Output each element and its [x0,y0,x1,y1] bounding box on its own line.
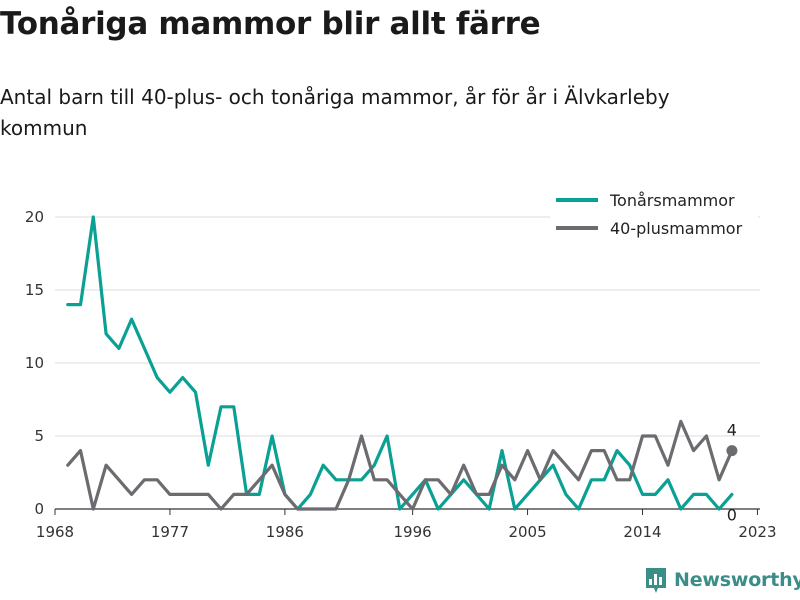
end-value-label: 0 [727,505,737,524]
end-point-marker [726,445,738,457]
brand-name: Newsworthy [674,569,800,591]
chart-subtitle: Antal barn till 40-plus- och tonåriga ma… [0,85,670,140]
x-axis-labels: 1968 1977 1986 1996 2005 2014 2023 [36,523,777,541]
legend-background [550,184,758,244]
x-tick-label: 1977 [151,523,189,541]
legend-label: 40-plusmammor [610,219,743,238]
y-tick-label: 5 [34,427,44,445]
series-lines: 04 [66,215,738,524]
x-tick-label: 2014 [623,523,661,541]
legend-label: Tonårsmammor [609,191,735,210]
gridlines [55,216,760,437]
y-tick-label: 0 [34,500,44,518]
x-tick-label: 2023 [738,523,776,541]
y-axis-labels: 0 5 10 15 20 [25,208,44,518]
series-line-tonarsmammor [66,215,734,511]
x-tick-label: 2005 [508,523,546,541]
bar-chart-logo-icon [646,568,666,593]
x-tick-label: 1996 [394,523,432,541]
x-tick-label: 1968 [36,523,74,541]
y-tick-label: 15 [25,281,44,299]
series-line-fortyplusmammor [66,419,734,511]
y-tick-label: 10 [25,354,44,372]
legend: Tonårsmammor 40-plusmammor [550,184,758,244]
x-tick-label: 1986 [266,523,304,541]
brand-logo: Newsworthy [644,566,800,594]
end-value-label: 4 [727,421,737,440]
y-tick-label: 20 [25,208,44,226]
chart-title: Tonåriga mammor blir allt färre [0,6,541,42]
x-axis [54,508,760,515]
